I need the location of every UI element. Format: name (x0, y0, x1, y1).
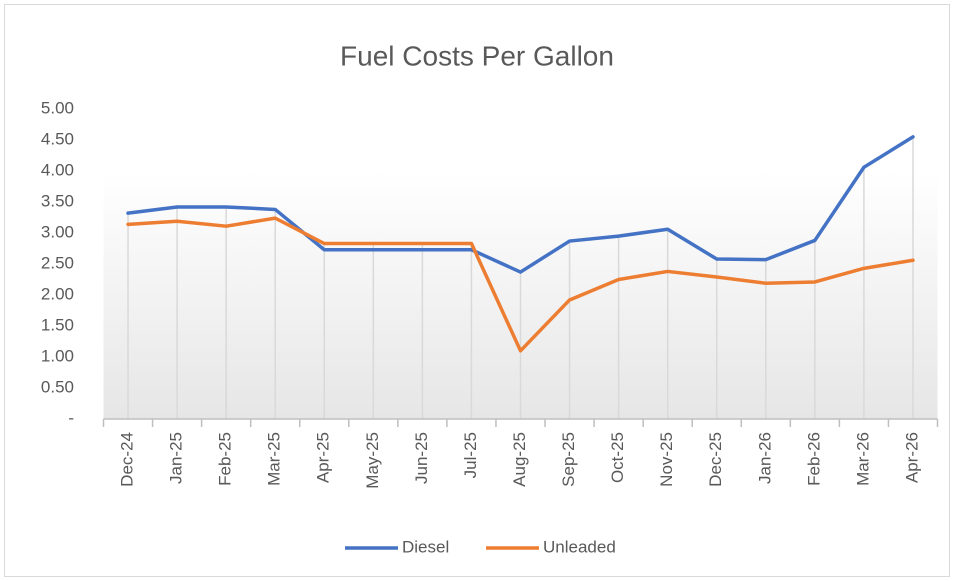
x-tick-label: Feb-26 (804, 432, 823, 486)
x-tick-label: Apr-26 (902, 432, 921, 483)
x-tick-label: May-25 (363, 432, 382, 489)
x-tick-label: Nov-25 (657, 432, 676, 487)
y-tick-label: 3.50 (41, 191, 74, 210)
x-tick-label: Jun-25 (412, 432, 431, 484)
x-tick-label: Oct-25 (608, 432, 627, 483)
chart-title: Fuel Costs Per Gallon (340, 40, 614, 71)
series-line (126, 135, 915, 274)
x-tick-label: Aug-25 (510, 432, 529, 487)
y-tick-label: 3.00 (41, 222, 74, 241)
x-tick-label: Mar-25 (265, 432, 284, 486)
y-tick-label: 1.50 (41, 315, 74, 334)
legend-label: Diesel (402, 537, 449, 556)
legend-label: Unleaded (543, 537, 616, 556)
x-tick-label: Jan-26 (755, 432, 774, 484)
x-tick-label: Dec-24 (118, 432, 137, 487)
y-tick-label: 5.00 (41, 98, 74, 117)
y-tick-label: - (68, 408, 74, 427)
x-tick-label: Jan-25 (167, 432, 186, 484)
x-tick-label: Apr-25 (314, 432, 333, 483)
x-tick-label: Jul-25 (461, 432, 480, 478)
y-tick-label: 4.00 (41, 160, 74, 179)
y-tick-label: 1.00 (41, 346, 74, 365)
x-tick-label: Dec-25 (706, 432, 725, 487)
y-tick-label: 4.50 (41, 129, 74, 148)
x-tick-label: Feb-25 (216, 432, 235, 486)
y-tick-label: 0.50 (41, 377, 74, 396)
y-tick-label: 2.00 (41, 284, 74, 303)
y-tick-label: 2.50 (41, 253, 74, 272)
series-line (126, 216, 915, 353)
x-tick-label: Sep-25 (559, 432, 578, 487)
x-tick-label: Mar-26 (853, 432, 872, 486)
